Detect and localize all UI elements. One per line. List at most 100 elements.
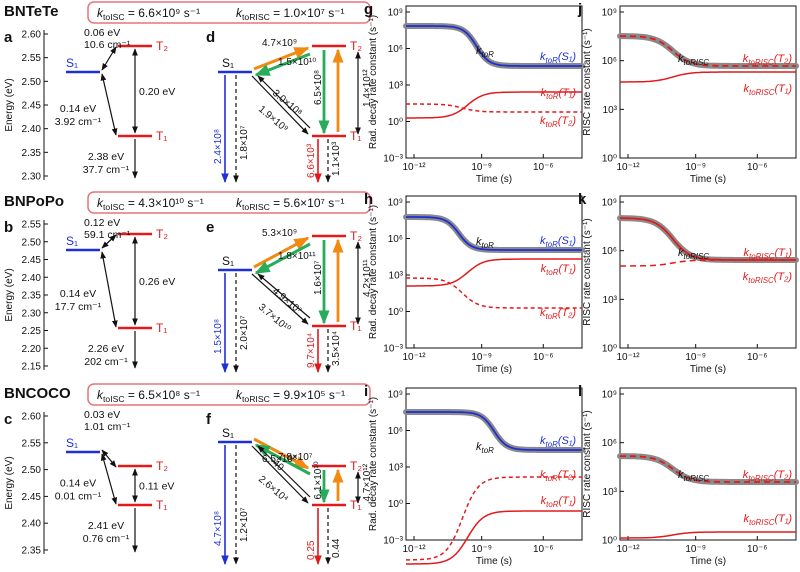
ann-ktoRISC-t1: ktoRISC(T₁) (744, 513, 793, 527)
symbol: k (476, 236, 482, 248)
arrow-t2-to-s1 (254, 52, 311, 77)
arrow-s1-t1 (100, 251, 118, 328)
symbol: k (540, 307, 546, 319)
state-s1-label: S₁ (66, 436, 78, 450)
rate-t2-label: T₂ (350, 229, 362, 243)
series-ktoR-s1 (406, 216, 582, 251)
plot-frame (405, 5, 583, 159)
panel-label: l (578, 383, 582, 400)
rate-t1-nr: 0.44 (331, 538, 342, 558)
suffix: = 9.9×10⁵ s⁻¹ (270, 388, 345, 402)
rate-t2-t1: 6.5×10⁸ (313, 70, 324, 105)
rate-t1-t2: 1.4×10¹² (362, 69, 373, 107)
series-ktoRISC-main (620, 455, 796, 483)
rates-box (87, 1, 371, 24)
suffix: = 4.3×10¹⁰ s⁻¹ (125, 196, 204, 210)
ann-ktoR: ktoR (476, 45, 494, 59)
x-tick-label: 10⁻⁹ (471, 544, 492, 555)
t1-energy: 2.41 eV (88, 520, 124, 532)
y-tick-label: 2.60 (22, 412, 42, 423)
rate-t1-nr: 3.5×10⁴ (331, 331, 342, 366)
y-tick-label: 10³ (389, 463, 404, 474)
subscript: toR (546, 240, 559, 249)
subscript: toR (482, 446, 495, 455)
arrow-s1-to-t2 (253, 437, 310, 470)
y-tick-label: 2.45 (22, 101, 42, 112)
krisc-value: ktoRISC = 9.9×10⁵ s⁻¹ (236, 388, 345, 404)
y-axis-title: Energy (eV) (4, 456, 15, 509)
x-tick-label: 10⁻⁶ (533, 162, 554, 173)
t1-soc: 37.7 cm⁻¹ (83, 164, 130, 176)
soc-s1-t2: 1.01 cm⁻¹ (84, 421, 131, 433)
subscript: toR (545, 312, 558, 321)
series-ktoR-s1 (406, 411, 582, 451)
subscript: toRISC (684, 252, 710, 261)
subscript: toR (545, 120, 558, 129)
series-ktoRISC-main (620, 35, 796, 67)
rate-s1-t1: 2.6×10⁴ (256, 474, 290, 505)
y-tick-label: 10⁻³ (383, 154, 403, 165)
symbol: k (541, 495, 547, 507)
rate-t1-rad: 9.7×10⁴ (306, 333, 317, 368)
y-tick-label: 10⁰ (602, 344, 617, 355)
subscript: toRISC (684, 474, 710, 483)
y-tick-label: 2.15 (22, 362, 42, 373)
panel-label: f (206, 411, 212, 428)
y-tick-label: 10⁶ (602, 246, 617, 257)
subscript: toR (546, 56, 559, 65)
x-tick-label: 10⁻⁶ (533, 544, 554, 555)
series-ktoRISC-minor (620, 71, 796, 83)
ann-ktoR-t1: ktoR(T₁) (541, 495, 577, 509)
symbol: k (540, 235, 546, 247)
y-axis-title: RISC rate constant (s⁻¹) (582, 28, 593, 136)
arrow-s1-t2 (101, 449, 117, 468)
x-tick-label: 10⁻⁶ (747, 544, 768, 555)
molecule-row-bntete: BNTeTe ktoISC = 6.6×10⁹ s⁻¹ ktoRISC = 1.0×… (4, 1, 799, 185)
x-tick-label: 10⁻⁹ (685, 162, 706, 173)
subscript: toRISC (242, 12, 270, 22)
subscript: toR (546, 440, 559, 449)
rad-decay-panel: i 10⁹ 10⁶ 10³ 10⁰ 10⁻³10⁻¹² 10⁻⁹ 10⁻⁶ Time (s) Ra… (364, 383, 585, 567)
y-tick-label: 10⁶ (388, 44, 403, 55)
y-tick-label: 2.30 (22, 308, 42, 319)
suffix: (T₂) (558, 307, 577, 319)
subscript: toRISC (749, 518, 775, 527)
gap-s1-t1: 0.14 eV (60, 288, 96, 300)
suffix: (S₁) (558, 235, 576, 247)
y-tick-label: 2.55 (22, 53, 42, 64)
ann-ktoRISC-t1: ktoRISC(T₁) (744, 247, 793, 261)
symbol: k (540, 435, 546, 447)
rate-s1-t2: 5.3×10⁹ (262, 228, 297, 239)
series-ktoRISC-minor (620, 531, 796, 539)
plot-frame (619, 195, 797, 349)
symbol: k (236, 196, 243, 210)
kisc-value: ktoISC = 4.3×10¹⁰ s⁻¹ (97, 196, 204, 212)
x-axis-title: Time (s) (476, 556, 512, 567)
krisc-value: ktoRISC = 1.0×10⁷ s⁻¹ (236, 6, 345, 22)
molecule-name: BNPoPo (4, 193, 64, 210)
rate-s1-t2: 4.7×10⁹ (262, 38, 297, 49)
ann-ktoRISC: ktoRISC (678, 469, 709, 483)
y-tick-label: 2.55 (22, 220, 42, 231)
x-tick-label: 10⁻¹² (402, 352, 426, 363)
suffix: (T₂) (774, 469, 793, 481)
y-tick-label: 2.35 (22, 148, 42, 159)
x-tick-label: 10⁻¹² (616, 352, 640, 363)
y-tick-label: 10⁹ (602, 390, 617, 401)
x-tick-label: 10⁻¹² (402, 162, 426, 173)
rates-box (87, 191, 371, 214)
rates-box (87, 383, 371, 406)
y-tick-label: 10³ (389, 81, 404, 92)
arrow-s1-t1 (100, 453, 118, 505)
y-tick-label: 10⁹ (388, 8, 403, 19)
panel-label: g (364, 1, 373, 18)
symbol: k (540, 51, 546, 63)
y-tick-label: 10⁹ (602, 8, 617, 19)
ann-ktoR-t1: ktoR(T₁) (541, 263, 577, 277)
x-tick-label: 10⁻¹² (616, 162, 640, 173)
y-tick-label: 2.55 (22, 438, 42, 449)
molecule-name: BNCOCO (4, 385, 71, 402)
series-ktoR-s1 (406, 25, 582, 67)
